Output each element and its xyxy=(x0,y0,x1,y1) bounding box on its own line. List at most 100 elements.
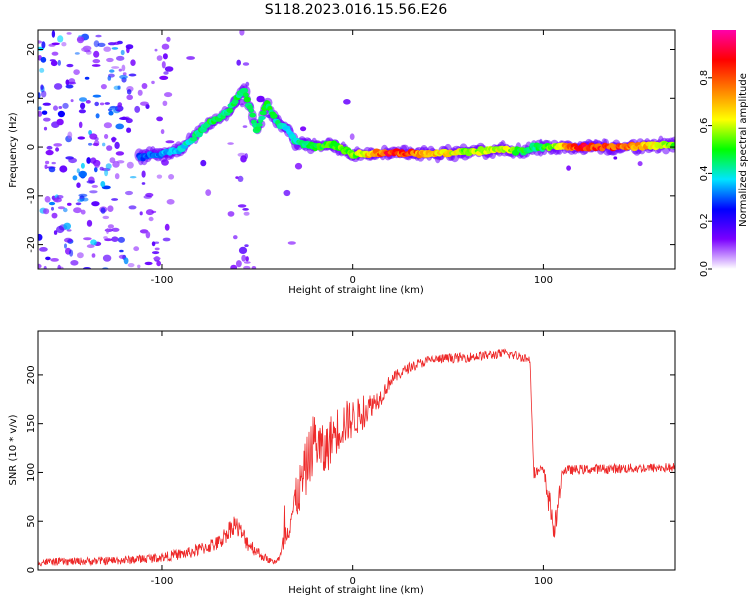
spectrogram-ylabel: Frequency (Hz) xyxy=(8,112,19,188)
spectrogram-noise-blob xyxy=(58,106,63,109)
spectrogram-noise-blob xyxy=(40,56,47,63)
spectrogram-ridge-blob xyxy=(226,107,234,113)
spectrogram-noise-blob xyxy=(151,210,157,214)
spectrogram-noise-blob xyxy=(114,141,120,149)
spectrogram-noise-blob xyxy=(77,252,84,259)
spectrogram-noise-blob xyxy=(89,190,98,194)
spectrogram-noise-blob xyxy=(128,205,137,210)
spectrogram-noise-blob xyxy=(67,202,72,206)
spectrogram-noise-blob xyxy=(73,69,80,75)
spectrogram-noise-blob xyxy=(51,212,58,219)
spectrogram-noise-blob xyxy=(83,237,92,241)
spectrogram-noise-blob xyxy=(57,59,61,66)
spectrogram-ytick-label: 20 xyxy=(26,43,37,56)
spectrogram-noise-blob xyxy=(233,235,238,240)
spectrogram-noise-blob xyxy=(56,118,64,126)
spectrogram-noise-blob xyxy=(45,149,54,156)
spectrogram-noise-blob xyxy=(94,101,99,107)
spectrogram-noise-blob xyxy=(39,67,45,73)
colorbar: 0.0 0.2 0.4 0.6 0.8 Normalized spectral ampl… xyxy=(699,30,749,277)
spectrogram-noise-blob xyxy=(126,89,132,95)
spectrogram-noise-blob xyxy=(106,228,109,234)
spectrogram-noise-blob xyxy=(100,84,107,90)
spectrogram-xtick-label: -100 xyxy=(151,275,174,286)
spectrogram-noise-blob xyxy=(63,222,71,230)
spectrogram-noise-blob xyxy=(125,190,133,196)
spectrogram-noise-blob xyxy=(106,57,114,63)
spectrogram-noise-blob xyxy=(38,263,42,269)
spectrogram-noise-blob xyxy=(42,102,51,106)
spectrogram-noise-blob xyxy=(126,127,132,133)
spectrogram-noise-blob xyxy=(102,215,110,220)
spectrogram-ridge-blob xyxy=(259,110,267,116)
spectrogram-noise-blob xyxy=(102,254,112,262)
spectrogram-noise-blob xyxy=(91,64,101,67)
spectrogram-noise-blob xyxy=(51,51,59,56)
spectrogram-noise-blob xyxy=(63,207,68,213)
spectrogram-noise-blob xyxy=(613,156,618,160)
spectrogram-noise-blob xyxy=(93,50,100,58)
spectrogram-noise-blob xyxy=(66,229,72,232)
spectrogram-ridge-blob xyxy=(243,96,251,103)
spectrogram-noise-blob xyxy=(128,73,137,77)
spectrogram-noise-blob xyxy=(156,260,162,267)
spectrogram-noise-blob xyxy=(141,182,146,185)
spectrogram-noise-blob xyxy=(164,92,173,98)
snr-ytick-label: 100 xyxy=(26,463,37,482)
spectrogram-noise-blob xyxy=(91,253,96,258)
spectrogram-noise-blob xyxy=(53,143,63,147)
spectrogram-ridge-blob xyxy=(249,112,256,118)
spectrogram-noise-blob xyxy=(161,43,170,50)
colorbar-tick-label: 0.8 xyxy=(699,70,710,86)
spectrogram-noise-blob xyxy=(41,41,46,49)
spectrogram-noise-blob xyxy=(117,85,121,90)
spectrogram-noise-blob xyxy=(76,168,80,174)
spectrogram-noise-blob xyxy=(78,109,86,114)
spectrogram-ridge-blob xyxy=(248,108,254,113)
spectrogram-noise-blob xyxy=(119,74,128,80)
spectrogram-noise-blob xyxy=(80,209,86,215)
spectrogram-noise-blob xyxy=(79,97,87,102)
spectrogram-noise-blob xyxy=(241,254,247,262)
spectrogram-noise-blob xyxy=(41,110,48,115)
spectrogram-noise-blob xyxy=(66,32,72,35)
spectrogram-noise-blob xyxy=(57,35,64,43)
spectrogram-noise-blob xyxy=(159,75,169,80)
spectrogram-noise-blob xyxy=(100,181,106,188)
spectrogram-noise-blob xyxy=(141,83,148,89)
spectrogram-noise-blob xyxy=(125,44,134,50)
spectrogram-noise-blob xyxy=(111,227,120,232)
spectrogram-noise-blob xyxy=(92,142,100,146)
spectrogram-noise-blob xyxy=(62,102,69,109)
spectrogram-noise-blob xyxy=(51,30,56,38)
spectrogram-noise-blob xyxy=(566,165,571,171)
spectrogram-noise-blob xyxy=(151,80,155,85)
spectrogram-noise-blob xyxy=(50,258,59,262)
spectrogram-noise-blob xyxy=(41,90,47,98)
spectrogram-noise-blob xyxy=(105,163,112,170)
colorbar-label: Normalized spectral amplitude xyxy=(738,73,749,227)
spectrogram-noise-blob xyxy=(125,118,133,124)
spectrogram-noise-blob xyxy=(114,105,124,112)
spectrogram-noise-blob xyxy=(154,241,160,244)
spectrogram-noise-blob xyxy=(94,167,98,173)
spectrogram-xtick-label: 100 xyxy=(534,275,553,286)
spectrogram-noise-blob xyxy=(55,147,60,152)
spectrogram-noise-blob xyxy=(349,133,355,140)
spectrogram-noise-blob xyxy=(45,256,51,261)
spectrogram-noise-blob xyxy=(115,123,124,130)
spectrogram-noise-blob xyxy=(137,89,143,96)
spectrogram-noise-blob xyxy=(78,193,88,198)
spectrogram-noise-blob xyxy=(76,182,81,188)
snr-ytick-label: 150 xyxy=(26,414,37,433)
spectrogram-ridge-blob xyxy=(254,126,262,132)
spectrogram-noise-blob xyxy=(84,76,90,80)
colorbar-axes: 0.0 0.2 0.4 0.6 0.8 xyxy=(699,70,712,277)
spectrogram-noise-blob xyxy=(43,126,48,131)
spectrogram-noise-blob xyxy=(637,161,643,167)
colorbar-tick-label: 0.4 xyxy=(699,165,710,181)
spectrogram-noise-blob xyxy=(102,142,106,147)
spectrogram-noise-blob xyxy=(104,102,111,105)
